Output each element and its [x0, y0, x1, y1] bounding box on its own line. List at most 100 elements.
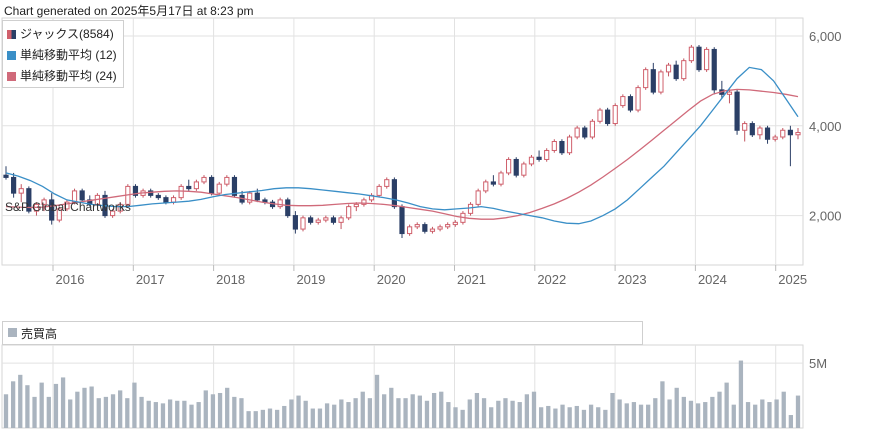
volume-bar — [517, 402, 522, 428]
volume-bar — [460, 409, 465, 428]
candle — [566, 136, 573, 154]
legend-label: 単純移動平均 (12) — [20, 48, 117, 62]
volume-bar — [617, 399, 622, 428]
candle — [391, 179, 397, 208]
candle — [178, 185, 184, 199]
volume-bar — [431, 392, 437, 428]
candle — [3, 174, 9, 178]
volume-bar — [296, 395, 301, 428]
candle — [79, 190, 85, 201]
volume-bar — [753, 404, 758, 428]
volume-bar — [175, 400, 180, 428]
candle — [292, 215, 298, 230]
candle — [285, 199, 291, 217]
volume-bar — [410, 394, 415, 428]
volume-bar — [182, 400, 187, 428]
volume-bar — [103, 396, 109, 428]
volume-bar — [10, 381, 16, 428]
candle — [650, 69, 656, 93]
legend-item-sma24: 単純移動平均 (24) — [7, 67, 117, 84]
volume-bar — [538, 407, 544, 428]
volume-bar — [339, 399, 344, 428]
volume-bar — [688, 400, 694, 428]
candle — [681, 60, 687, 80]
volume-bar — [139, 396, 144, 428]
candle — [300, 217, 306, 230]
candle — [574, 127, 580, 138]
volume-bar — [524, 394, 530, 428]
volume-series — [3, 360, 801, 428]
volume-bar — [374, 374, 380, 428]
candle — [658, 71, 664, 93]
volume-bar — [660, 381, 665, 428]
volume-bar — [274, 409, 280, 428]
volume-bar — [610, 392, 615, 428]
volume-bar — [153, 402, 158, 428]
volume-bar — [110, 394, 116, 428]
candle — [742, 123, 748, 131]
candle-swatch-icon — [7, 30, 16, 39]
volume-bar — [210, 394, 216, 428]
volume-bar — [703, 402, 708, 428]
candle — [26, 188, 32, 212]
volume-bar — [289, 399, 294, 428]
volume-bar — [253, 411, 258, 428]
candle — [597, 109, 603, 122]
candle — [787, 129, 793, 136]
volume-bar — [360, 391, 365, 428]
volume-bar — [203, 390, 208, 428]
volume-bar — [546, 405, 551, 428]
candle — [231, 176, 238, 196]
volume-bar — [553, 408, 558, 428]
volume-bar — [653, 398, 658, 428]
volume-bar — [446, 402, 451, 428]
candle — [696, 46, 702, 71]
volume-bar — [125, 398, 130, 428]
candle — [11, 176, 17, 194]
volume-bar — [638, 404, 644, 428]
volume-y-tick-label: 5M — [809, 356, 827, 371]
volume-bar — [382, 394, 387, 428]
candle — [483, 181, 489, 192]
volume-bar — [32, 396, 37, 428]
volume-bar — [567, 407, 572, 428]
volume-bar — [310, 408, 315, 428]
candle — [506, 158, 512, 174]
volume-bar — [3, 394, 9, 428]
volume-bar — [217, 392, 223, 428]
volume-bar — [596, 407, 601, 428]
candle — [18, 188, 24, 194]
candle — [163, 197, 169, 203]
volume-bar — [631, 402, 637, 428]
sma-12-line — [5, 66, 799, 225]
volume-bar — [674, 387, 679, 428]
volume-bar — [225, 387, 230, 428]
candle — [589, 120, 595, 138]
candle — [346, 206, 352, 219]
candle — [620, 96, 626, 107]
sma-24-line — [5, 88, 799, 220]
volume-bar — [75, 391, 80, 428]
x-tick-label: 2017 — [136, 272, 165, 287]
volume-bar — [588, 404, 594, 428]
x-tick-label: 2025 — [778, 272, 807, 287]
volume-bar — [646, 404, 651, 428]
volume-bar — [96, 398, 101, 428]
legend-label: 単純移動平均 (24) — [20, 69, 117, 83]
candle — [582, 127, 588, 138]
volume-bar — [710, 396, 715, 428]
candle — [330, 217, 337, 223]
x-tick-label: 2020 — [377, 272, 406, 287]
candle — [551, 141, 557, 151]
candlestick-series — [3, 44, 801, 239]
candle — [224, 176, 230, 185]
volume-bar — [332, 404, 337, 428]
volume-bar — [731, 404, 736, 428]
volume-bar — [303, 400, 308, 428]
volume-bar — [60, 377, 66, 428]
volume-bar — [767, 402, 772, 428]
volume-bar — [503, 398, 508, 428]
candle — [544, 149, 550, 160]
volume-bar — [474, 392, 480, 428]
